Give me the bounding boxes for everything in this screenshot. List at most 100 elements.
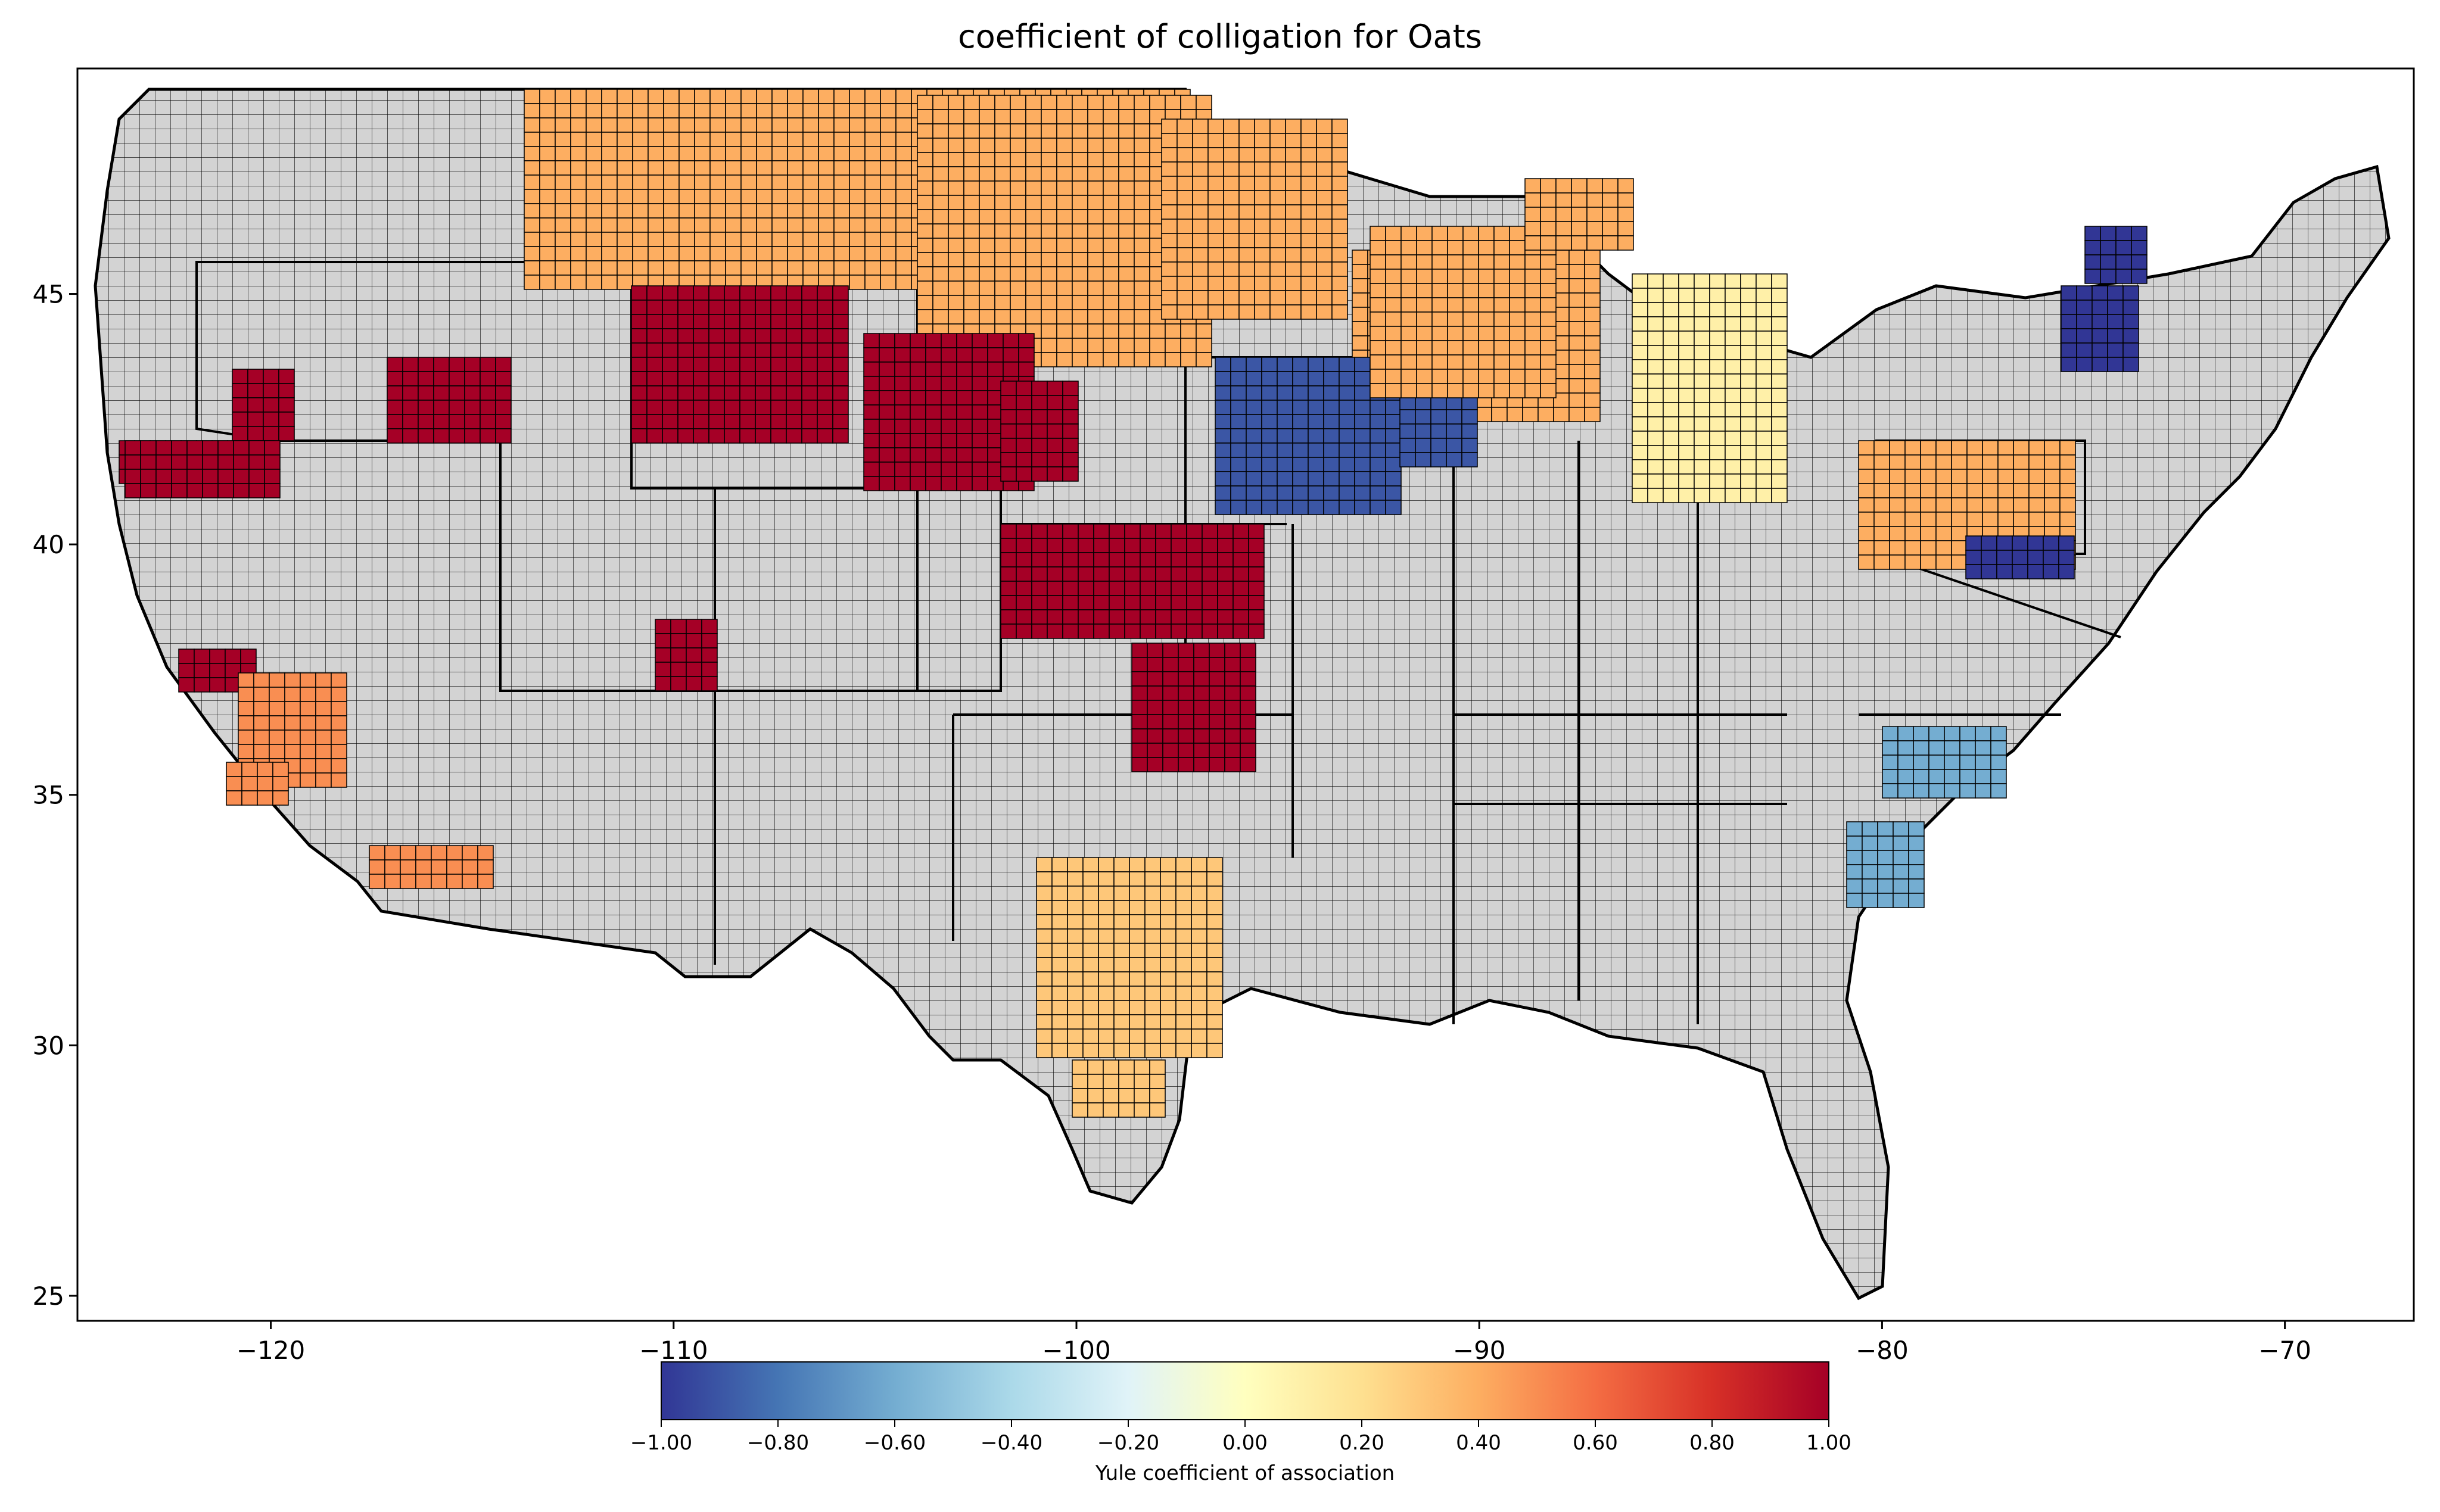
county-cell: [1331, 133, 1348, 148]
county-cell: [1056, 266, 1073, 282]
county-cell: [1935, 483, 1952, 498]
county-cell: [646, 328, 663, 344]
county-cell: [1323, 385, 1340, 401]
county-cell: [941, 419, 957, 434]
county-cell: [1756, 473, 1772, 489]
county-cell: [694, 132, 711, 147]
county-cell: [2061, 314, 2077, 329]
county-cell: [1000, 452, 1017, 467]
county-cell: [1725, 473, 1741, 489]
county-cell: [1725, 459, 1741, 475]
county-cell: [1025, 180, 1042, 196]
county-cell: [917, 195, 933, 210]
county-cell: [1072, 209, 1088, 225]
county-cell: [1202, 595, 1218, 610]
county-cell: [1331, 176, 1348, 191]
county-cell: [1160, 914, 1177, 930]
county-cell: [1223, 261, 1240, 277]
county-cell: [570, 117, 587, 133]
county-cell: [1862, 836, 1878, 851]
county-cell: [1056, 238, 1073, 253]
county-cell: [662, 385, 679, 401]
county-cell: [1207, 247, 1224, 263]
county-cell: [449, 371, 465, 386]
county-cell: [1098, 986, 1115, 1001]
county-cell: [247, 426, 264, 441]
county-cell: [1010, 123, 1026, 139]
county-cell: [1098, 971, 1115, 987]
county-cell: [257, 762, 273, 777]
county-cell: [1103, 1102, 1119, 1118]
county-cell: [1206, 928, 1223, 944]
county-cell: [1694, 288, 1710, 303]
county-cell: [1162, 671, 1179, 687]
county-cell: [895, 217, 912, 233]
county-cell: [1171, 523, 1187, 539]
county-cell: [2027, 535, 2044, 551]
county-cell: [1082, 1014, 1099, 1030]
county-cell: [631, 300, 648, 315]
county-cell: [1160, 900, 1177, 915]
county-cell: [708, 357, 725, 372]
county-cell: [1161, 304, 1178, 320]
county-cell: [1709, 431, 1726, 446]
county-cell: [1140, 595, 1156, 610]
colorbar-gradient: [661, 1361, 1829, 1420]
colorbar-tick-label: 0.80: [1689, 1431, 1735, 1455]
county-cell: [972, 476, 988, 491]
county-cell: [1147, 743, 1163, 758]
county-cell: [1160, 1000, 1177, 1015]
county-cell: [1047, 581, 1063, 596]
county-cell: [1285, 304, 1302, 320]
county-cell: [1771, 431, 1788, 446]
county-cell: [932, 152, 949, 167]
county-cell: [740, 174, 757, 190]
county-cell: [1431, 369, 1448, 384]
county-cell: [1694, 473, 1710, 489]
county-cell: [679, 160, 695, 176]
county-cell: [300, 729, 316, 745]
county-cell: [1415, 423, 1431, 439]
county-cell: [1018, 333, 1035, 348]
county-cell: [1893, 893, 1909, 908]
county-cell: [917, 138, 933, 153]
county-cell: [555, 260, 571, 276]
county-cell: [1540, 383, 1557, 398]
county-cell: [917, 123, 933, 139]
county-cell: [1000, 523, 1017, 539]
county-cell: [1018, 347, 1035, 363]
county-cell: [1292, 457, 1309, 472]
county-cell: [771, 189, 788, 204]
county-cell: [1308, 428, 1324, 444]
county-cell: [1873, 512, 1890, 527]
county-cell: [1990, 740, 2007, 756]
county-cell: [1430, 409, 1447, 425]
county-cell: [2058, 550, 2075, 565]
county-cell: [1897, 740, 1914, 756]
county-cell: [400, 874, 416, 889]
county-cell: [802, 189, 819, 204]
county-cell: [756, 189, 773, 204]
county-cell: [2107, 300, 2124, 315]
county-cell: [1446, 423, 1462, 439]
county-cell: [863, 361, 880, 377]
county-cell: [1935, 497, 1952, 513]
county-cell: [1072, 1102, 1088, 1118]
county-cell: [979, 195, 995, 210]
county-cell: [1191, 900, 1207, 915]
county-cell: [679, 260, 695, 276]
county-cell: [617, 103, 633, 119]
county-cell: [1904, 469, 1921, 484]
county-cell: [1858, 512, 1875, 527]
county-cell: [1223, 147, 1240, 163]
county-cell: [1124, 581, 1141, 596]
county-cell: [631, 371, 648, 386]
county-cell: [632, 260, 649, 276]
county-cell: [1103, 266, 1119, 282]
county-cell: [1316, 290, 1333, 305]
county-cell: [708, 400, 725, 415]
county-cell: [601, 217, 618, 233]
county-cell: [1072, 338, 1088, 353]
county-cell: [269, 687, 285, 702]
county-cell: [948, 180, 964, 196]
